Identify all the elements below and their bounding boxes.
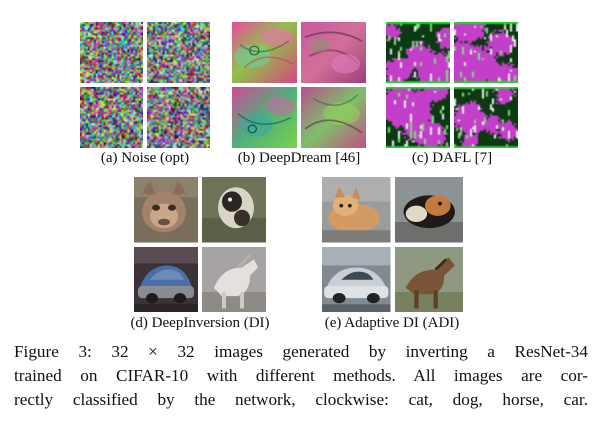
noise-image-dog [147,22,210,83]
deepdream-image-dog [301,22,366,83]
figure-caption-line-2: trained on CIFAR-10 with different metho… [14,366,588,385]
dafl-image-car [386,87,450,148]
subcaption-a: (a) Noise (opt) [100,150,190,166]
subcaption-c: (c) DAFL [7] [411,150,493,166]
deepinversion-image-grid [134,177,266,312]
subcaption-e: (e) Adaptive DI (ADI) [324,315,460,331]
deepdream-image-grid [232,22,366,148]
deepdream-image-horse [301,87,366,148]
deepinversion-image-car [134,246,198,312]
noise-image-cat [80,22,143,83]
deepinversion-image-cat [134,177,198,243]
figure-caption: Figure 3: 32 × 32 images generated by in… [14,340,588,412]
subcaption-d: (d) DeepInversion (DI) [130,315,270,331]
dafl-image-cat [386,22,450,83]
dafl-image-dog [454,22,518,83]
adaptive-di-image-grid [322,177,463,312]
dafl-image-grid [386,22,518,148]
deepinversion-image-horse [202,246,266,312]
deepdream-image-cat [232,22,297,83]
deepdream-image-car [232,87,297,148]
deepinversion-image-dog [202,177,266,243]
adaptive-di-image-dog [394,177,463,243]
dafl-image-horse [454,87,518,148]
figure-caption-line-1: Figure 3: 32 × 32 images generated by in… [14,342,588,361]
adaptive-di-image-horse [394,246,463,312]
adaptive-di-image-cat [322,177,391,243]
noise-image-car [80,87,143,148]
figure-caption-line-3: rectly classified by the network, clockw… [14,390,588,409]
adaptive-di-image-car [322,246,391,312]
subcaption-b: (b) DeepDream [46] [237,150,361,166]
noise-image-grid [80,22,210,148]
noise-image-horse [147,87,210,148]
